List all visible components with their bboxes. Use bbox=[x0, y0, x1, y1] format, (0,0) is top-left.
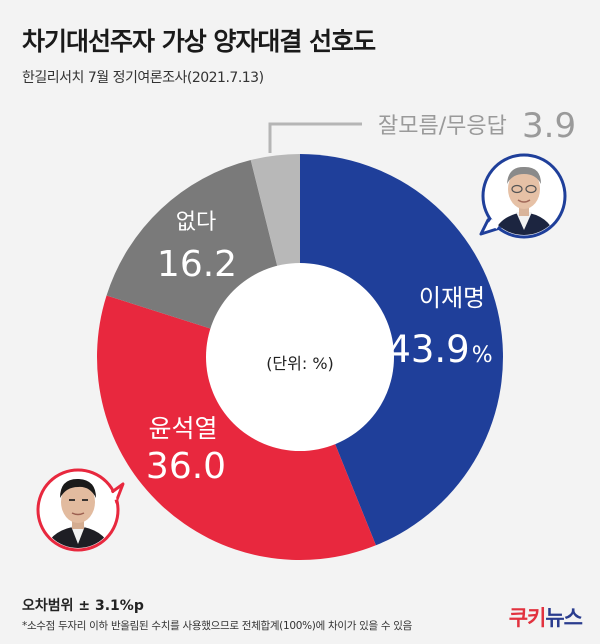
slice-label-none: 없다 bbox=[176, 210, 216, 235]
logo-part2: 뉴스 bbox=[545, 606, 583, 630]
center-unit-label: (단위: %) bbox=[266, 354, 334, 373]
lee-jae-myung-avatar-icon bbox=[478, 150, 568, 242]
footnote: *소수점 두자리 이하 반올림된 수치를 사용했으므로 전체합계(100%)에 … bbox=[22, 620, 412, 632]
slice-unit-lee: % bbox=[472, 343, 493, 368]
slice-value-unknown: 3.9 bbox=[522, 106, 576, 146]
leader-line bbox=[268, 122, 362, 153]
slice-label-lee: 이재명 bbox=[419, 284, 485, 312]
logo-part1: 쿠키 bbox=[508, 606, 547, 630]
slice-label-unknown: 잘모름/무응답 bbox=[378, 114, 507, 139]
slice-yoon bbox=[97, 295, 376, 560]
slice-value-lee: 43.9 bbox=[387, 328, 469, 371]
donut-hole bbox=[206, 263, 394, 451]
slice-value-none: 16.2 bbox=[157, 244, 237, 285]
slice-value-lee-group: 43.9% bbox=[387, 328, 492, 371]
yoon-seok-youl-avatar-icon bbox=[34, 462, 126, 554]
slice-label-yoon: 윤석열 bbox=[148, 414, 217, 443]
kukinews-logo: 쿠키뉴스 bbox=[508, 602, 583, 632]
slice-value-yoon: 36.0 bbox=[146, 446, 226, 487]
chart-title: 차기대선주자 가상 양자대결 선호도 bbox=[22, 27, 376, 56]
slice-lee bbox=[300, 154, 503, 546]
margin-of-error: 오차범위 ± 3.1%p bbox=[22, 598, 144, 614]
chart-subtitle: 한길리서치 7월 정기여론조사(2021.7.13) bbox=[22, 70, 264, 86]
